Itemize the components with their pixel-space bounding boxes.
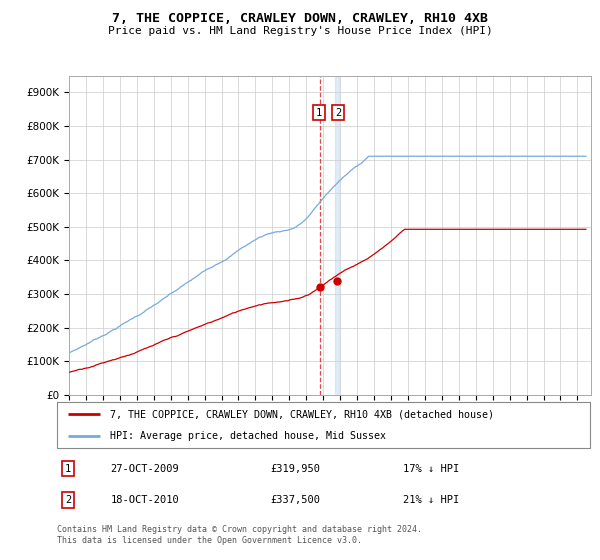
FancyBboxPatch shape — [57, 402, 590, 448]
Text: 7, THE COPPICE, CRAWLEY DOWN, CRAWLEY, RH10 4XB (detached house): 7, THE COPPICE, CRAWLEY DOWN, CRAWLEY, R… — [110, 409, 494, 419]
Text: 2: 2 — [335, 108, 341, 118]
Text: Contains HM Land Registry data © Crown copyright and database right 2024.
This d: Contains HM Land Registry data © Crown c… — [57, 525, 422, 545]
Text: £319,950: £319,950 — [270, 464, 320, 474]
Text: 1: 1 — [316, 108, 322, 118]
Text: 21% ↓ HPI: 21% ↓ HPI — [403, 495, 460, 505]
Text: 1: 1 — [65, 464, 71, 474]
Text: HPI: Average price, detached house, Mid Sussex: HPI: Average price, detached house, Mid … — [110, 431, 386, 441]
Text: Price paid vs. HM Land Registry's House Price Index (HPI): Price paid vs. HM Land Registry's House … — [107, 26, 493, 36]
Text: 7, THE COPPICE, CRAWLEY DOWN, CRAWLEY, RH10 4XB: 7, THE COPPICE, CRAWLEY DOWN, CRAWLEY, R… — [112, 12, 488, 25]
Text: 27-OCT-2009: 27-OCT-2009 — [110, 464, 179, 474]
Text: £337,500: £337,500 — [270, 495, 320, 505]
Bar — [335, 76, 338, 395]
Text: 2: 2 — [65, 495, 71, 505]
Text: 18-OCT-2010: 18-OCT-2010 — [110, 495, 179, 505]
Text: 17% ↓ HPI: 17% ↓ HPI — [403, 464, 460, 474]
